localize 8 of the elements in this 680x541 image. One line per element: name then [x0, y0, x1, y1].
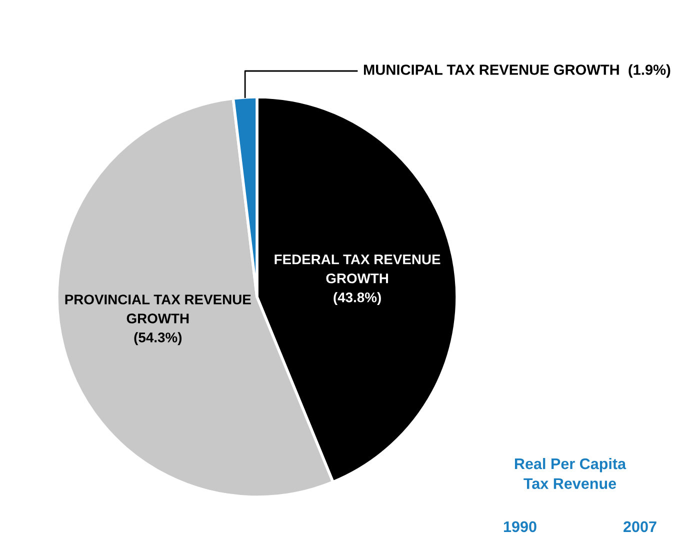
- text: 1990: [504, 521, 536, 532]
- slice-label: FEDERAL TAX REVENUE GROWTH: [274, 254, 440, 284]
- slice-label: MUNICIPAL TAX REVENUE GROWTH (1.9%): [364, 64, 670, 78]
- data-label: (43.8%): [334, 292, 381, 306]
- text: Real Per Capita Tax Revenue: [514, 458, 626, 489]
- slice-label: PROVINCIAL TAX REVENUE GROWTH: [65, 294, 251, 324]
- text: 2007: [624, 521, 656, 532]
- data-label: (54.3%): [134, 332, 182, 346]
